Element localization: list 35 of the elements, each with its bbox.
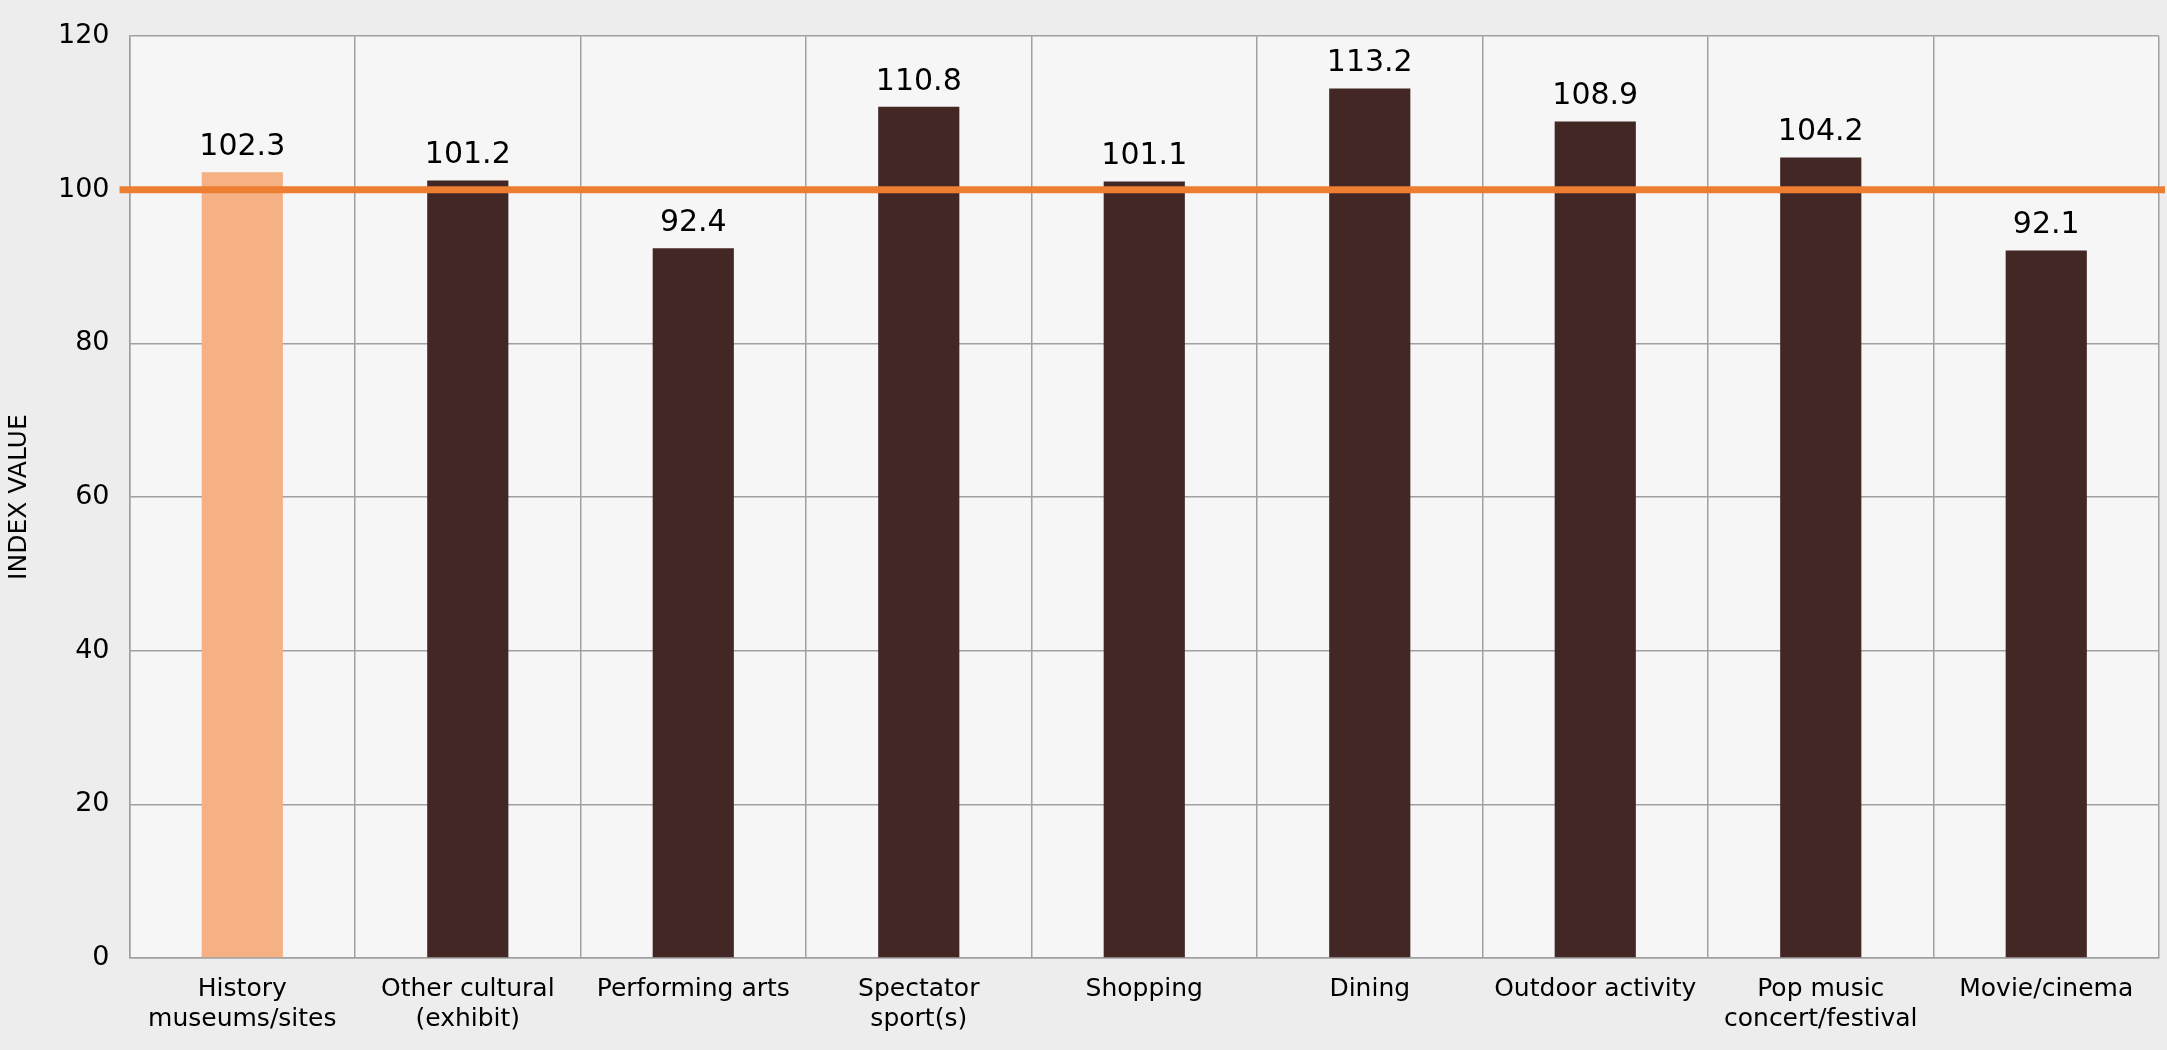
data-label: 92.4 [659,203,727,239]
data-label: 113.2 [1326,43,1413,79]
y-tick-label: 20 [75,786,110,818]
y-tick-label: 80 [75,325,110,357]
data-label: 92.1 [2012,205,2080,241]
y-tick-label: 0 [92,940,110,972]
y-tick-label: 40 [75,632,110,664]
x-tick-label: Other cultural (exhibit) [380,972,555,1032]
y-tick-label: 120 [57,18,110,50]
data-label: 101.2 [424,135,511,171]
data-label: 101.1 [1101,136,1188,172]
x-tick-label: Pop music concert/festival [1723,972,1918,1032]
x-tick-label: Movie/cinema [1959,972,2134,1002]
x-tick-label: Outdoor activity [1494,972,1697,1002]
x-tick-label: Dining [1329,972,1411,1002]
bar [1780,157,1862,958]
bar [2005,250,2087,958]
bar [427,180,509,958]
bar [652,248,734,958]
data-label: 104.2 [1777,112,1864,148]
data-label: 108.9 [1552,76,1639,112]
y-tick-label: 100 [57,171,110,203]
y-tick-label: 60 [75,479,110,511]
x-tick-label: Spectator sport(s) [858,972,981,1032]
bar [1554,121,1636,958]
bar [1103,181,1185,958]
bar [878,106,960,958]
y-axis-title: INDEX VALUE [2,414,32,580]
x-tick-label: Performing arts [596,972,790,1002]
x-tick-label: History museums/sites [148,972,337,1032]
data-label: 110.8 [875,61,962,97]
data-label: 102.3 [199,126,286,162]
x-tick-label: Shopping [1085,972,1203,1002]
bar [201,172,283,958]
bar [1329,88,1411,958]
